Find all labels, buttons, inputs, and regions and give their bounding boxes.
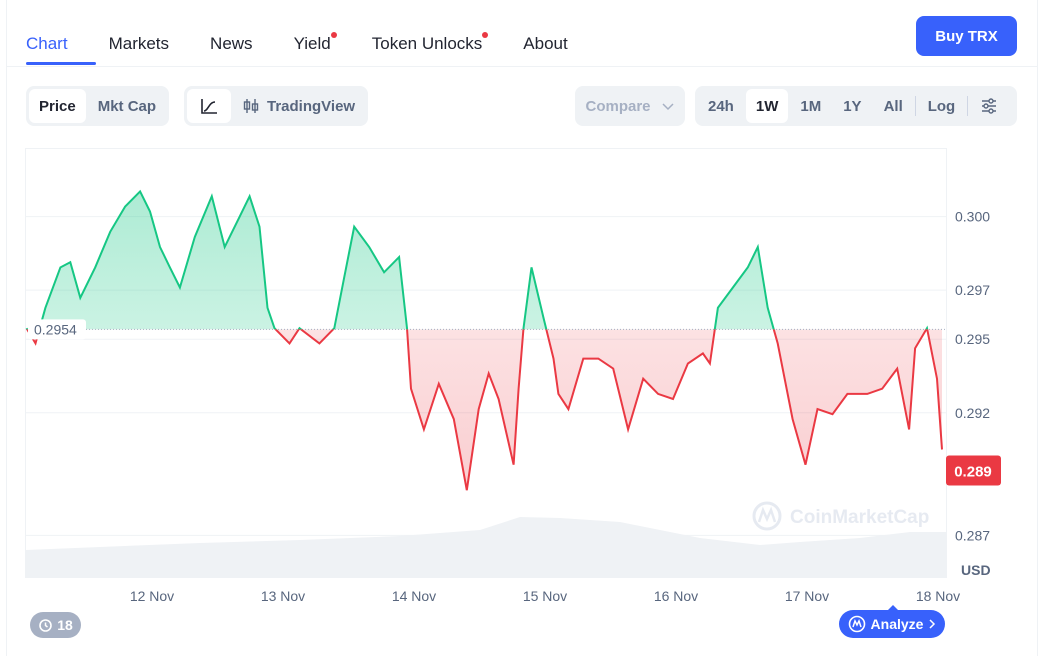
price-chart[interactable]: CoinMarketCap 0.2954 0.289 0.300 0.297 0.29… <box>0 140 1047 610</box>
range-1y[interactable]: 1Y <box>843 97 862 115</box>
tab-label: News <box>210 34 253 53</box>
baseline-label: 0.2954 <box>34 321 77 337</box>
analyze-button[interactable]: Analyze <box>839 605 945 638</box>
tab-label: Markets <box>108 34 170 53</box>
watermark-logo: CoinMarketCap <box>752 501 929 531</box>
time-range-selector: 24h 1W 1M 1Y All Log <box>695 86 1017 126</box>
analyze-label: Analyze <box>870 616 924 632</box>
range-1w[interactable]: 1W <box>745 89 789 123</box>
mkt-cap-button[interactable]: Mkt Cap <box>97 97 157 115</box>
log-scale-button[interactable]: Log <box>927 97 956 115</box>
x-tick-label: 16 Nov <box>654 588 698 604</box>
range-1m[interactable]: 1M <box>800 97 822 115</box>
tab-label: Yield <box>293 34 331 53</box>
chart-type-toggle: TradingView <box>184 86 369 126</box>
x-tick-label: 15 Nov <box>523 588 567 604</box>
chart-settings-button[interactable] <box>970 89 1008 123</box>
chevron-right-icon <box>929 619 936 629</box>
divider <box>914 96 916 116</box>
active-tab-indicator <box>26 62 96 65</box>
candlestick-icon <box>243 99 259 113</box>
tab-label: Token Unlocks <box>371 34 483 53</box>
tab-chart[interactable]: Chart <box>26 30 68 58</box>
plot-border <box>25 148 947 578</box>
notification-dot <box>482 32 489 38</box>
tab-markets[interactable]: Markets <box>109 30 169 58</box>
y-tick-label: 0.295 <box>955 331 990 347</box>
page-frame <box>6 0 1038 656</box>
history-badge[interactable]: 18 <box>30 612 81 638</box>
tab-about[interactable]: About <box>523 30 567 58</box>
current-price-label: 0.289 <box>954 464 992 481</box>
area-below-baseline <box>26 329 943 491</box>
y-axis-unit: USD <box>961 562 991 578</box>
tab-news[interactable]: News <box>210 30 253 58</box>
x-tick-label: 14 Nov <box>392 588 436 604</box>
x-tick-label: 18 Nov <box>916 588 960 604</box>
buy-trx-button[interactable]: Buy TRX <box>916 16 1017 56</box>
area-above-baseline <box>26 191 928 330</box>
notification-dot <box>330 32 337 38</box>
history-icon <box>39 618 53 632</box>
tab-token-unlocks[interactable]: Token Unlocks <box>371 30 489 58</box>
compare-label: Compare <box>585 97 651 115</box>
divider <box>7 66 1037 67</box>
chevron-down-icon <box>661 103 674 111</box>
tab-label: About <box>523 34 568 53</box>
y-tick-label: 0.297 <box>955 282 990 298</box>
history-count: 18 <box>57 617 73 633</box>
y-tick-label: 0.287 <box>955 527 990 543</box>
line-chart-icon <box>201 99 217 114</box>
sliders-icon <box>982 98 997 114</box>
x-tick-label: 12 Nov <box>130 588 174 604</box>
range-all[interactable]: All <box>883 97 903 115</box>
price-button[interactable]: Price <box>29 89 86 123</box>
price-mktcap-toggle: Price Mkt Cap <box>26 86 170 126</box>
tradingview-button[interactable]: TradingView <box>233 89 365 123</box>
range-24h[interactable]: 24h <box>708 97 734 115</box>
price-line-down <box>26 329 943 491</box>
tab-label: Chart <box>26 34 68 53</box>
watermark-text: CoinMarketCap <box>790 507 929 528</box>
compare-dropdown[interactable]: Compare <box>575 86 685 126</box>
baseline-label-bg <box>28 319 86 340</box>
price-line-up <box>25 189 929 330</box>
top-nav: Chart Markets News Yield Token Unlocks A… <box>26 30 609 58</box>
tradingview-label: TradingView <box>267 97 356 115</box>
x-tick-label: 13 Nov <box>261 588 305 604</box>
x-tick-label: 17 Nov <box>785 588 829 604</box>
divider <box>967 96 969 116</box>
volume-area <box>26 517 946 577</box>
tab-yield[interactable]: Yield <box>293 30 337 58</box>
analyze-logo-icon <box>848 615 865 633</box>
y-tick-label: 0.300 <box>955 209 990 225</box>
y-tick-label: 0.292 <box>955 405 990 421</box>
line-chart-button[interactable] <box>187 89 231 123</box>
current-price-badge <box>946 455 1001 486</box>
